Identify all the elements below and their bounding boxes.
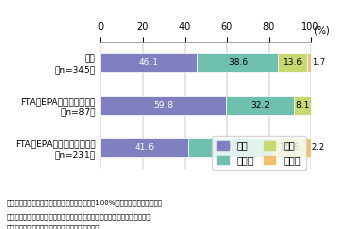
Text: 13.6: 13.6 [283, 58, 303, 67]
Bar [307, 53, 310, 72]
Text: 競争力強化に関する調査研究」から作成。: 競争力強化に関する調査研究」から作成。 [7, 224, 100, 229]
Text: 32.2: 32.2 [250, 101, 270, 110]
Bar [188, 138, 273, 157]
Text: 41.6: 41.6 [134, 143, 154, 152]
Text: 38.6: 38.6 [228, 58, 248, 67]
Bar [306, 138, 311, 157]
Text: 2.2: 2.2 [312, 143, 325, 152]
Text: 8.1: 8.1 [295, 101, 309, 110]
Bar [100, 53, 197, 72]
Bar [100, 138, 188, 157]
Bar [226, 96, 294, 115]
Text: (%): (%) [313, 25, 329, 35]
Text: 15.6: 15.6 [280, 143, 300, 152]
Text: 59.8: 59.8 [153, 101, 174, 110]
Bar [273, 138, 306, 157]
Text: 46.1: 46.1 [139, 58, 159, 67]
Bar [294, 96, 311, 115]
Bar [278, 53, 307, 72]
Bar [100, 96, 226, 115]
Legend: 増加, 横ばい, 減少, 無回答: 増加, 横ばい, 減少, 無回答 [212, 136, 306, 170]
Text: 備考：集計において、四捨五入の関係で合計が100%にならないことがある。: 備考：集計において、四捨五入の関係で合計が100%にならないことがある。 [7, 199, 163, 206]
Bar [197, 53, 278, 72]
Text: 資料：財団法人国際経済交流財団「競争環境の変化に対応した我が国産業の: 資料：財団法人国際経済交流財団「競争環境の変化に対応した我が国産業の [7, 213, 151, 220]
Text: 40.7: 40.7 [221, 143, 240, 152]
Text: 1.7: 1.7 [312, 58, 325, 67]
